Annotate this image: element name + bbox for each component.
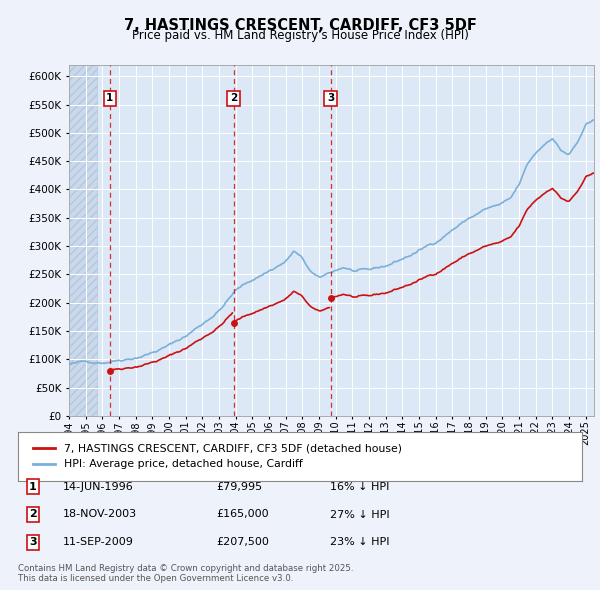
- Text: £165,000: £165,000: [216, 510, 269, 519]
- Text: 18-NOV-2003: 18-NOV-2003: [63, 510, 137, 519]
- Bar: [69, 65, 97, 416]
- Text: Contains HM Land Registry data © Crown copyright and database right 2025.
This d: Contains HM Land Registry data © Crown c…: [18, 563, 353, 583]
- Text: £207,500: £207,500: [216, 537, 269, 547]
- Text: 3: 3: [327, 93, 334, 103]
- Text: 16% ↓ HPI: 16% ↓ HPI: [330, 482, 389, 491]
- Text: 1: 1: [106, 93, 113, 103]
- Text: 23% ↓ HPI: 23% ↓ HPI: [330, 537, 389, 547]
- Text: 27% ↓ HPI: 27% ↓ HPI: [330, 510, 389, 519]
- Text: 1: 1: [29, 482, 37, 491]
- Text: 3: 3: [29, 537, 37, 547]
- Text: 2: 2: [29, 510, 37, 519]
- Text: 2: 2: [230, 93, 237, 103]
- Text: 7, HASTINGS CRESCENT, CARDIFF, CF3 5DF: 7, HASTINGS CRESCENT, CARDIFF, CF3 5DF: [124, 18, 476, 32]
- Text: 11-SEP-2009: 11-SEP-2009: [63, 537, 134, 547]
- Text: 14-JUN-1996: 14-JUN-1996: [63, 482, 134, 491]
- Legend: 7, HASTINGS CRESCENT, CARDIFF, CF3 5DF (detached house), HPI: Average price, det: 7, HASTINGS CRESCENT, CARDIFF, CF3 5DF (…: [29, 440, 406, 474]
- Text: Price paid vs. HM Land Registry's House Price Index (HPI): Price paid vs. HM Land Registry's House …: [131, 30, 469, 42]
- Text: £79,995: £79,995: [216, 482, 262, 491]
